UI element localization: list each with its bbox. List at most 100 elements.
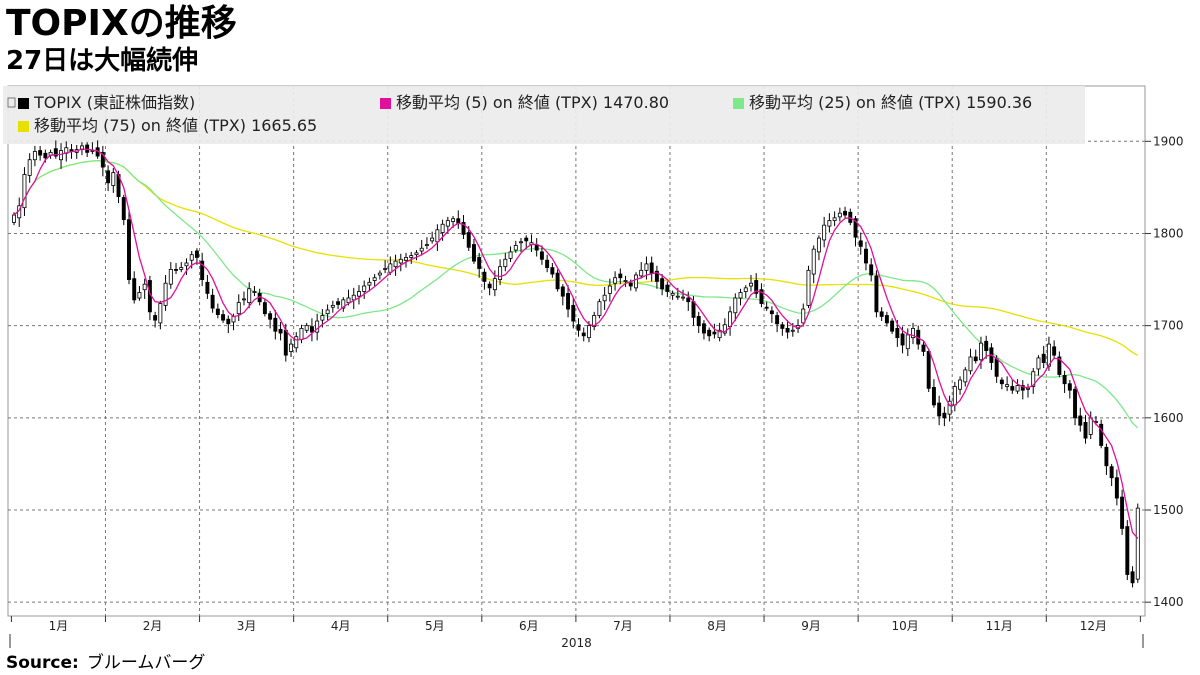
candle bbox=[597, 301, 602, 316]
candle bbox=[602, 294, 607, 302]
candle bbox=[414, 252, 419, 256]
candle bbox=[963, 369, 968, 383]
candle bbox=[451, 218, 456, 222]
candle bbox=[1120, 496, 1125, 529]
ma75-line bbox=[13, 160, 1139, 356]
ma25-line bbox=[13, 160, 1139, 429]
candle bbox=[330, 304, 335, 308]
candle bbox=[618, 273, 623, 279]
candle bbox=[539, 251, 544, 260]
candle bbox=[168, 269, 173, 285]
candle bbox=[973, 356, 978, 362]
candle bbox=[388, 263, 393, 273]
candle bbox=[519, 241, 523, 244]
candle bbox=[1083, 422, 1088, 439]
candle bbox=[926, 351, 931, 389]
candle bbox=[644, 263, 649, 271]
candle bbox=[837, 212, 842, 218]
legend-label: 移動平均 (5) on 終値 (TPX) 1470.80 bbox=[396, 93, 669, 112]
candle bbox=[874, 275, 879, 313]
candle bbox=[550, 267, 555, 275]
candle bbox=[712, 331, 717, 335]
grid-lines bbox=[7, 85, 1146, 617]
axes: 1400 1500 1600 1700 1800 1900 1月 2月 3月 4月 5月 6月 7月 8月… bbox=[9, 134, 1184, 650]
candle bbox=[822, 224, 827, 241]
candle bbox=[1109, 466, 1114, 479]
candle bbox=[816, 237, 821, 253]
candle bbox=[1104, 446, 1109, 467]
legend-box bbox=[3, 86, 1085, 144]
candle bbox=[1067, 383, 1072, 391]
candle bbox=[492, 278, 497, 291]
legend-label: 移動平均 (75) on 終値 (TPX) 1665.65 bbox=[34, 116, 317, 135]
candle bbox=[681, 296, 686, 299]
candle bbox=[247, 288, 252, 304]
candle bbox=[461, 222, 466, 235]
candle bbox=[32, 151, 37, 161]
candle bbox=[1130, 571, 1135, 584]
candle bbox=[419, 247, 424, 252]
x-tick-label: 5月 bbox=[425, 619, 445, 633]
candle bbox=[174, 269, 179, 271]
candle bbox=[1062, 375, 1067, 385]
candle bbox=[555, 272, 560, 290]
candle bbox=[759, 289, 764, 304]
candle bbox=[435, 229, 440, 243]
candle bbox=[780, 324, 785, 329]
x-tick-label: 10月 bbox=[892, 619, 919, 633]
candle bbox=[179, 267, 184, 270]
candle bbox=[879, 311, 884, 317]
candle bbox=[383, 268, 388, 270]
candle bbox=[59, 150, 64, 161]
candle bbox=[1073, 388, 1078, 419]
candle bbox=[377, 272, 382, 276]
ma5-line bbox=[13, 148, 1139, 539]
candle bbox=[905, 334, 910, 350]
x-tick-label: 7月 bbox=[613, 619, 633, 633]
candle bbox=[226, 318, 231, 325]
candle bbox=[1046, 343, 1051, 367]
candle bbox=[524, 237, 529, 242]
candle bbox=[581, 332, 586, 337]
candle bbox=[471, 244, 476, 262]
candle bbox=[571, 304, 576, 322]
x-tick-label: 1月 bbox=[49, 619, 69, 633]
candle bbox=[53, 148, 58, 157]
candle bbox=[738, 292, 743, 299]
candle bbox=[958, 379, 963, 390]
candle bbox=[242, 298, 246, 301]
candle bbox=[701, 323, 706, 334]
candle bbox=[262, 302, 267, 315]
candle bbox=[299, 328, 304, 340]
x-tick-label: 6月 bbox=[519, 619, 539, 633]
candle bbox=[372, 277, 377, 281]
candle bbox=[576, 324, 581, 331]
legend-swatch bbox=[380, 98, 391, 109]
candle bbox=[639, 269, 644, 277]
candle bbox=[294, 336, 299, 349]
candle bbox=[634, 274, 638, 289]
candle bbox=[1041, 353, 1046, 363]
candle bbox=[346, 297, 351, 304]
candle bbox=[1010, 386, 1015, 391]
candle bbox=[895, 328, 900, 339]
candle bbox=[309, 326, 314, 333]
candle bbox=[801, 308, 806, 324]
candle bbox=[137, 292, 142, 299]
x-tick-label: 12月 bbox=[1080, 619, 1107, 633]
candle bbox=[911, 328, 915, 339]
candle bbox=[268, 313, 273, 320]
legend-label: 移動平均 (25) on 終値 (TPX) 1590.36 bbox=[749, 93, 1032, 112]
candle bbox=[790, 329, 795, 332]
legend-swatch bbox=[18, 121, 29, 132]
candle bbox=[811, 248, 816, 275]
candle bbox=[1005, 384, 1010, 387]
candle bbox=[215, 308, 220, 315]
candle bbox=[27, 159, 32, 176]
y-tick-label: 1800 bbox=[1153, 226, 1184, 240]
candle bbox=[320, 315, 325, 321]
candle bbox=[1078, 415, 1083, 426]
candle bbox=[586, 325, 591, 339]
ma75-path bbox=[13, 160, 1139, 356]
plot-frame bbox=[7, 85, 1146, 617]
